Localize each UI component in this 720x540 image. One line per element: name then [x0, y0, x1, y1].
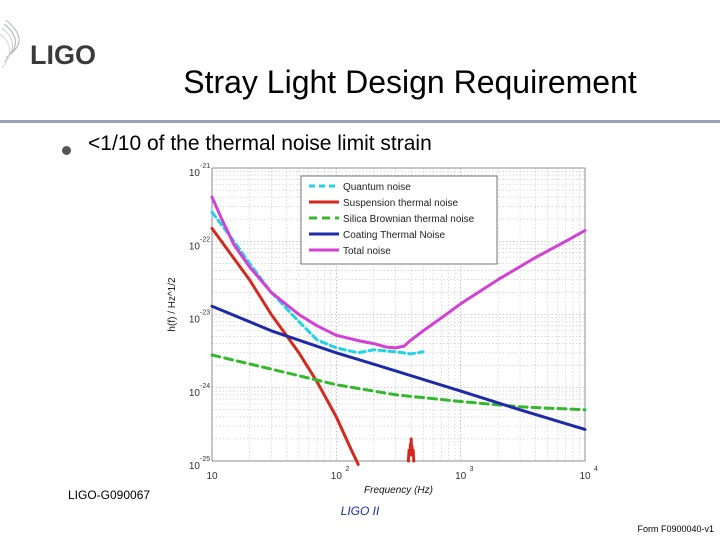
- y-tick-exponent: -25: [200, 456, 210, 463]
- title-divider: [0, 120, 720, 123]
- plot-frame: [211, 167, 586, 462]
- x-tick-label: 10: [206, 471, 218, 482]
- legend-label: Total noise: [343, 246, 391, 257]
- series-line-suspension-thermal-noise: [210, 226, 360, 466]
- y-tick-label: 10: [189, 168, 201, 179]
- page-title: Stray Light Design Requirement: [183, 64, 637, 100]
- ligo-logo-swirl-icon: [0, 19, 20, 69]
- legend-label: Suspension thermal noise: [343, 198, 459, 209]
- x-tick-label: 10: [455, 471, 467, 482]
- x-tick-exponent: 2: [345, 466, 349, 473]
- y-tick-exponent: -23: [200, 310, 210, 317]
- footer-label: LIGO II: [340, 504, 380, 518]
- ligo-logo: LIGO: [0, 18, 120, 70]
- series-line-total-noise: [210, 195, 587, 350]
- x-tick-exponent: 4: [594, 466, 598, 473]
- x-tick-label: 10: [331, 471, 343, 482]
- series-line-coating-thermal-noise: [210, 304, 587, 431]
- x-tick-exponent: 3: [470, 466, 474, 473]
- legend-label: Quantum noise: [343, 182, 411, 193]
- document-id: LIGO-G090067: [68, 488, 151, 502]
- bullet-icon: [62, 146, 71, 155]
- logo-text: LIGO: [30, 40, 96, 70]
- bullet-text: <1/10 of the thermal noise limit strain: [88, 132, 432, 155]
- y-tick-label: 10: [189, 241, 201, 252]
- y-tick-label: 10: [189, 315, 201, 326]
- series-line-peak: [406, 437, 416, 463]
- y-tick-exponent: -22: [200, 236, 210, 243]
- y-axis-label: h(f) / Hz^1/2: [167, 277, 178, 332]
- noise-chart: 10 10210310410-2110-2210-2310-2410-25Freq…: [167, 163, 598, 496]
- y-tick-label: 10: [189, 388, 201, 399]
- legend-label: Coating Thermal Noise: [343, 230, 446, 241]
- legend-label: Silica Brownian thermal noise: [343, 214, 475, 225]
- x-axis-label: Frequency (Hz): [364, 485, 433, 496]
- y-tick-exponent: -24: [200, 383, 210, 390]
- legend: Quantum noise Suspension thermal noise Sil…: [300, 175, 498, 265]
- form-id: Form F0900040-v1: [637, 524, 714, 534]
- series-line-silica-brownian-thermal-noise: [210, 353, 587, 412]
- series-line-quantum-noise: [210, 210, 425, 356]
- y-tick-label: 10: [189, 461, 201, 472]
- y-tick-exponent: -21: [200, 163, 210, 170]
- x-tick-label: 10: [579, 471, 591, 482]
